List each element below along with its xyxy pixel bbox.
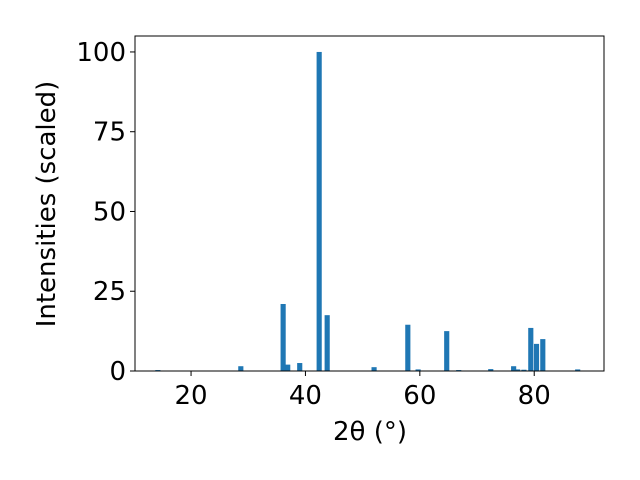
bar	[415, 369, 421, 371]
bar	[575, 369, 581, 371]
y-tick-label: 75	[93, 118, 126, 148]
bar	[280, 304, 286, 371]
y-axis-label: Intensities (scaled)	[32, 81, 62, 328]
bar	[405, 324, 411, 371]
x-tick-label: 40	[289, 381, 322, 411]
bar	[285, 364, 291, 371]
x-tick-label: 60	[403, 381, 436, 411]
y-tick-label: 25	[93, 277, 126, 307]
bar	[316, 51, 322, 371]
bar	[511, 366, 517, 371]
bar	[515, 369, 521, 371]
bar	[521, 369, 527, 371]
bar	[528, 327, 534, 371]
bar	[297, 363, 303, 371]
x-tick-label: 20	[175, 381, 208, 411]
x-tick-label: 80	[518, 381, 551, 411]
bar	[324, 315, 330, 371]
y-tick-label: 50	[93, 197, 126, 227]
bar	[540, 339, 546, 371]
bar	[444, 331, 450, 371]
y-tick-label: 0	[109, 357, 126, 387]
y-tick-label: 100	[76, 38, 126, 68]
bar	[533, 343, 540, 371]
bar	[238, 366, 244, 371]
plot-frame	[134, 35, 605, 372]
x-axis-label: 2θ (°)	[333, 417, 407, 447]
bar	[488, 369, 494, 371]
bar	[371, 367, 377, 371]
